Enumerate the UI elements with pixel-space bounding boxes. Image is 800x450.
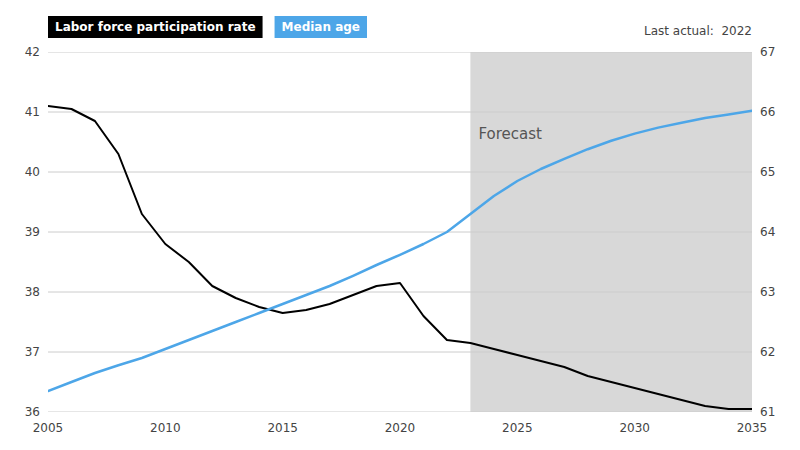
series-line bbox=[48, 106, 752, 409]
grid-line bbox=[48, 112, 752, 113]
grid-line bbox=[48, 172, 752, 173]
plot-area bbox=[48, 52, 752, 412]
y2-tick-label: 61 bbox=[760, 405, 775, 419]
x-tick-label: 2010 bbox=[150, 421, 181, 435]
y-tick-label: 41 bbox=[25, 105, 40, 119]
y2-tick-label: 64 bbox=[760, 225, 775, 239]
grid-line bbox=[48, 52, 752, 53]
legend-swatch bbox=[275, 16, 367, 38]
region-label: Forecast bbox=[478, 125, 542, 143]
series-line bbox=[48, 111, 752, 391]
chart: Forecast 36 37 38 39 40 41 42 61 62 63 64 65 66 67 2005… bbox=[0, 0, 800, 450]
y2-tick-label: 63 bbox=[760, 285, 775, 299]
legend: Labor force participation rate Median age bbox=[48, 16, 367, 38]
texts: Forecast 36 37 38 39 40 41 42 61 62 63 64 65 66 67 2005… bbox=[25, 24, 776, 436]
x-tick-label: 2005 bbox=[33, 421, 64, 435]
y2-tick-label: 66 bbox=[760, 105, 775, 119]
y-tick-label: 38 bbox=[25, 285, 40, 299]
y2-tick-label: 65 bbox=[760, 165, 775, 179]
y-tick-label: 37 bbox=[25, 345, 40, 359]
grid-line bbox=[48, 232, 752, 233]
y-tick-label: 42 bbox=[25, 45, 40, 59]
grid-line bbox=[48, 412, 752, 413]
y2-tick-label: 62 bbox=[760, 345, 775, 359]
y-tick-label: 39 bbox=[25, 225, 40, 239]
annotation: Last actual: 2022 bbox=[644, 24, 752, 38]
x-tick-label: 2035 bbox=[737, 421, 768, 435]
x-tick-label: 2030 bbox=[619, 421, 650, 435]
x-tick-label: 2020 bbox=[385, 421, 416, 435]
legend-swatch bbox=[48, 16, 263, 38]
grid-line bbox=[48, 292, 752, 293]
legend-label: Median age bbox=[282, 20, 360, 34]
y2-tick-label: 67 bbox=[760, 45, 775, 59]
y-tick-label: 40 bbox=[25, 165, 40, 179]
x-tick-label: 2025 bbox=[502, 421, 533, 435]
y-tick-label: 36 bbox=[25, 405, 40, 419]
x-tick-label: 2015 bbox=[267, 421, 298, 435]
legend-label: Labor force participation rate bbox=[55, 20, 256, 34]
